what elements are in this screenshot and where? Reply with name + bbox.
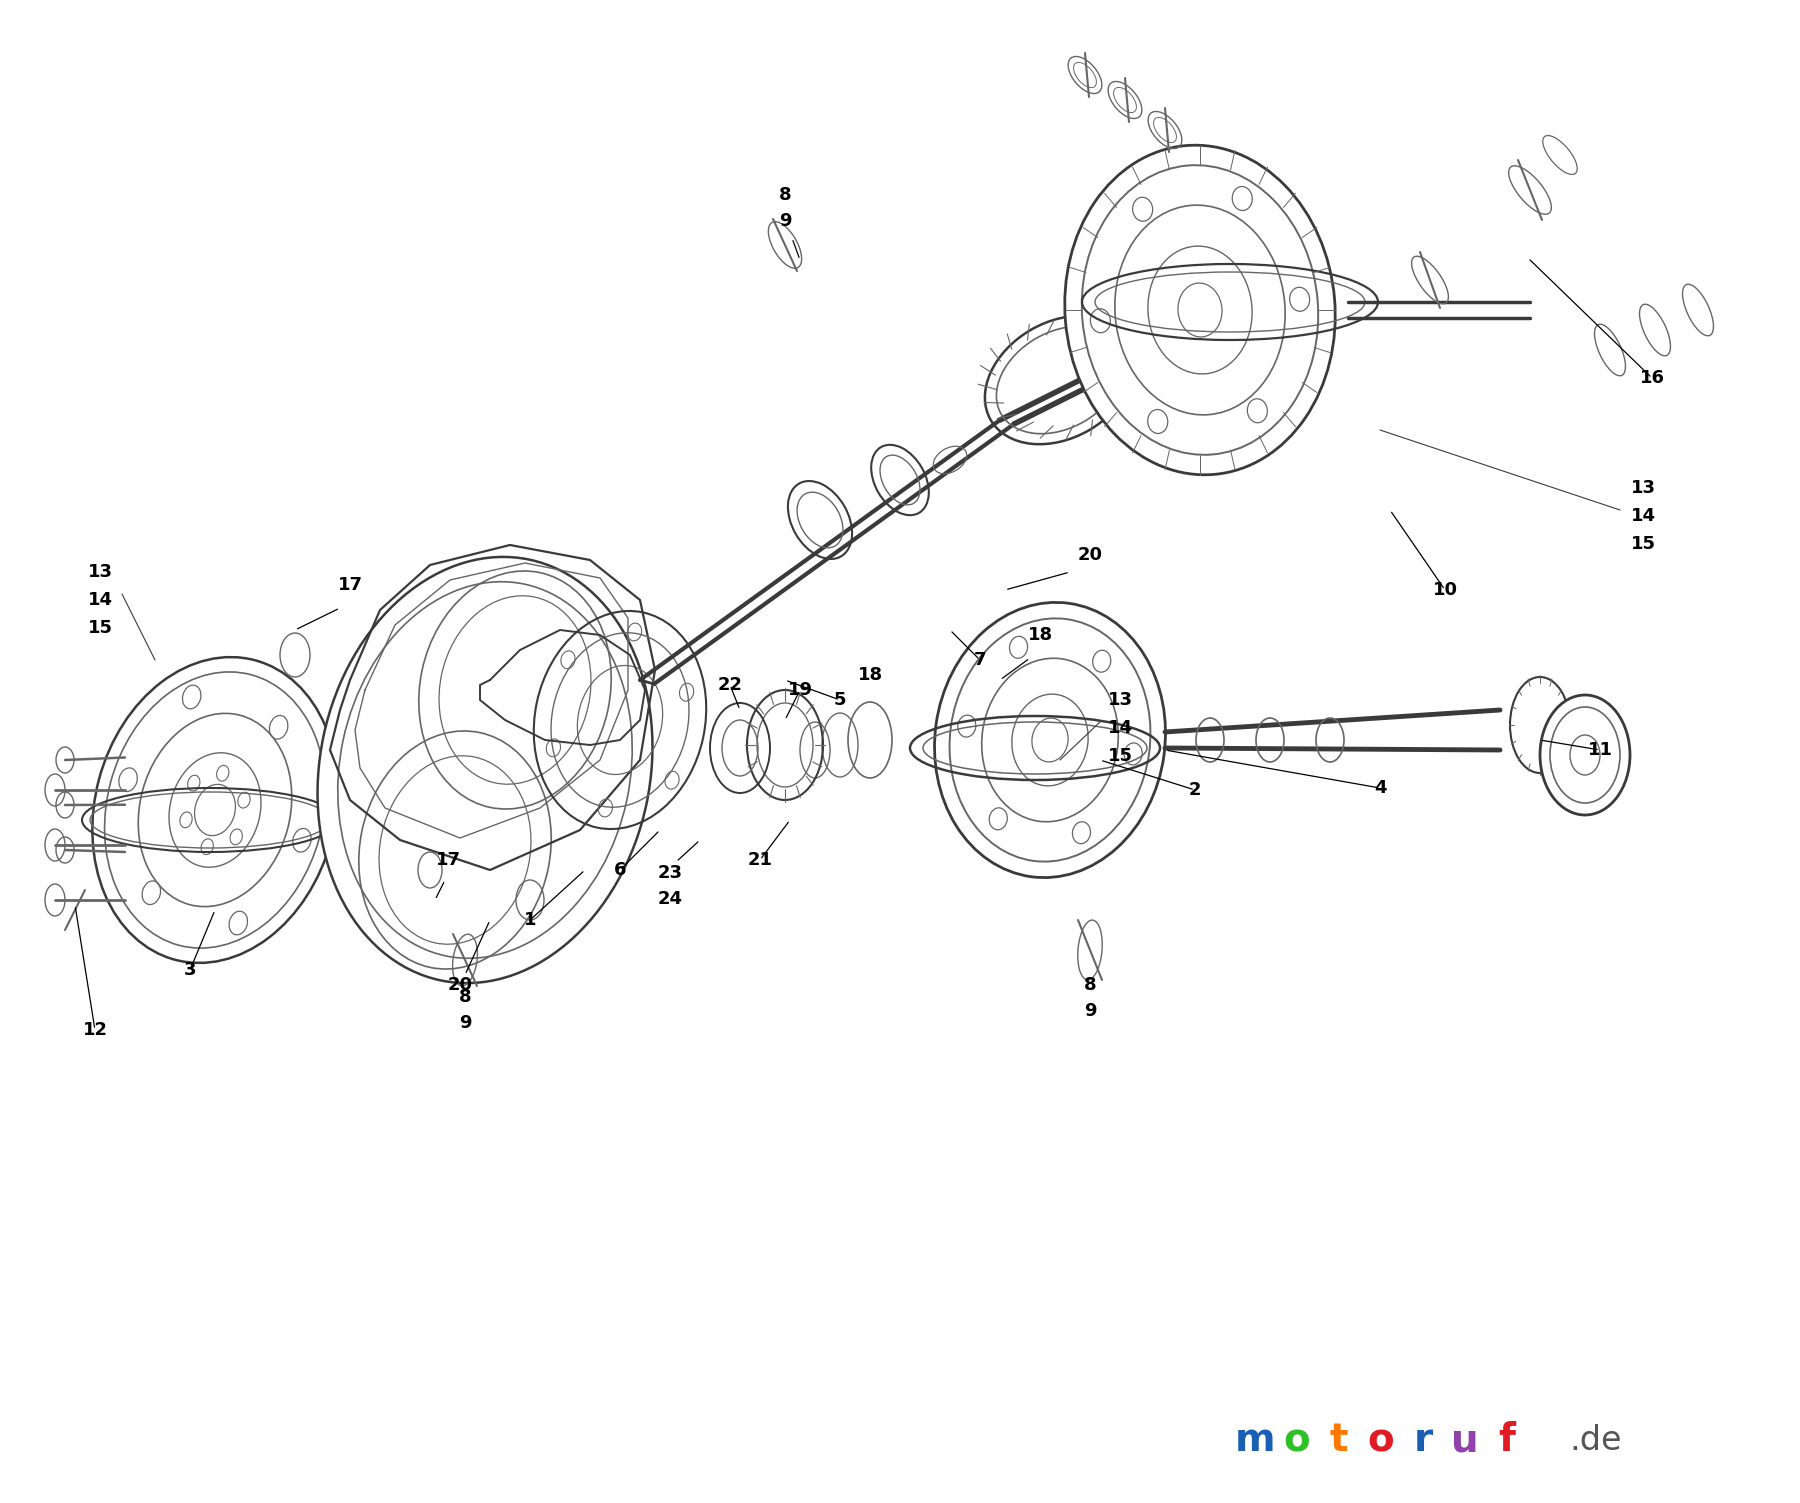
Text: 3: 3 [184,960,196,978]
Text: r: r [1413,1420,1433,1459]
Text: 8: 8 [459,987,472,1006]
Ellipse shape [1541,694,1631,815]
Text: .de: .de [1570,1423,1622,1456]
Text: 15: 15 [1631,535,1656,553]
Text: 20: 20 [1078,546,1102,564]
Text: 6: 6 [614,861,626,879]
Text: 15: 15 [88,619,112,637]
Text: 15: 15 [1107,747,1132,765]
Text: 1: 1 [524,911,536,929]
Text: 21: 21 [747,851,772,869]
Text: f: f [1499,1420,1516,1459]
Text: 16: 16 [1640,370,1665,386]
Text: 4: 4 [1373,779,1386,797]
Text: 22: 22 [718,676,742,694]
Ellipse shape [1066,146,1336,475]
Text: 13: 13 [1631,479,1656,497]
Text: 12: 12 [83,1021,108,1039]
Text: 5: 5 [833,691,846,709]
Text: 18: 18 [1028,627,1053,643]
Text: 11: 11 [1588,741,1613,759]
Text: 23: 23 [657,864,682,882]
Text: 2: 2 [1188,782,1201,800]
Text: 14: 14 [1631,507,1656,525]
Text: 10: 10 [1433,582,1458,600]
Text: 9: 9 [1084,1003,1096,1021]
Text: 9: 9 [779,212,792,230]
Text: 24: 24 [657,890,682,908]
Text: 17: 17 [338,576,362,594]
Text: 9: 9 [459,1015,472,1033]
Ellipse shape [317,558,652,983]
Text: 18: 18 [857,666,882,684]
Text: u: u [1451,1420,1480,1459]
Text: o: o [1368,1420,1395,1459]
Text: m: m [1235,1420,1276,1459]
Text: t: t [1330,1420,1348,1459]
Text: 13: 13 [1107,691,1132,709]
Text: 20: 20 [448,975,472,993]
Text: 8: 8 [779,186,792,204]
Ellipse shape [92,657,338,963]
Text: 13: 13 [88,564,112,582]
Text: 14: 14 [1107,718,1132,736]
Text: 19: 19 [788,681,812,699]
Text: 14: 14 [88,591,112,609]
Text: 7: 7 [974,651,986,669]
Ellipse shape [934,603,1165,878]
Text: 17: 17 [436,851,461,869]
Text: o: o [1283,1420,1310,1459]
Text: 8: 8 [1084,975,1096,993]
